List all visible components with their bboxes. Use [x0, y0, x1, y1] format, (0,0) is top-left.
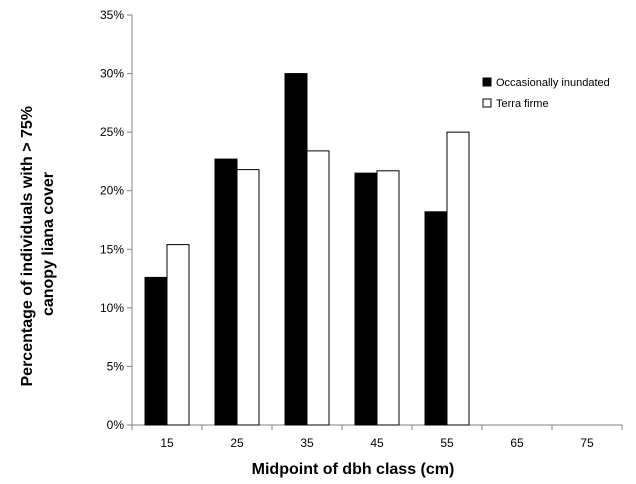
x-axis-title: Midpoint of dbh class (cm) [252, 461, 455, 478]
legend-swatch [482, 98, 492, 108]
y-tick-label: 5% [107, 359, 125, 373]
y-tick-label: 30% [100, 67, 124, 81]
bar-occasionally-inundated-25 [214, 158, 238, 426]
x-tick-label: 35 [300, 436, 314, 450]
bars [144, 73, 470, 426]
y-tick-label: 10% [100, 301, 124, 315]
bar-occasionally-inundated-15 [144, 276, 168, 426]
bar-occasionally-inundated-35 [284, 73, 308, 426]
legend-label: Terra firme [496, 98, 549, 110]
y-axis-title-line-1: Percentage of individuals with > 75% [19, 106, 36, 387]
x-tick-label: 75 [580, 436, 594, 450]
y-tick-label: 15% [100, 242, 124, 256]
y-axis-title-line-2: canopy liana cover [40, 172, 57, 316]
bar-occasionally-inundated-45 [354, 172, 378, 426]
bar-occasionally-inundated-55 [424, 211, 448, 426]
legend-swatch [482, 77, 492, 87]
legend: Occasionally inundated Terra firme [482, 77, 610, 110]
x-tick-label: 25 [230, 436, 244, 450]
y-axis: 0% 5% 10% 15% 20% 25% 30% 35% [100, 8, 133, 432]
x-tick-label: 15 [160, 436, 174, 450]
y-tick-label: 0% [107, 418, 125, 432]
bar-terra-firme-55 [446, 131, 470, 426]
bar-terra-firme-15 [166, 244, 190, 426]
y-axis-title: Percentage of individuals with > 75% can… [19, 102, 57, 387]
legend-label: Occasionally inundated [496, 77, 610, 89]
y-tick-label: 35% [100, 8, 124, 22]
y-tick-label: 25% [100, 125, 124, 139]
y-tick-label: 20% [100, 184, 124, 198]
x-tick-label: 55 [440, 436, 454, 450]
bar-terra-firme-25 [236, 169, 260, 426]
x-tick-label: 65 [510, 436, 524, 450]
bar-terra-firme-45 [376, 170, 400, 426]
bar-terra-firme-35 [306, 150, 330, 426]
x-tick-label: 45 [370, 436, 384, 450]
x-axis: 15 25 35 45 55 65 75 [131, 424, 623, 450]
